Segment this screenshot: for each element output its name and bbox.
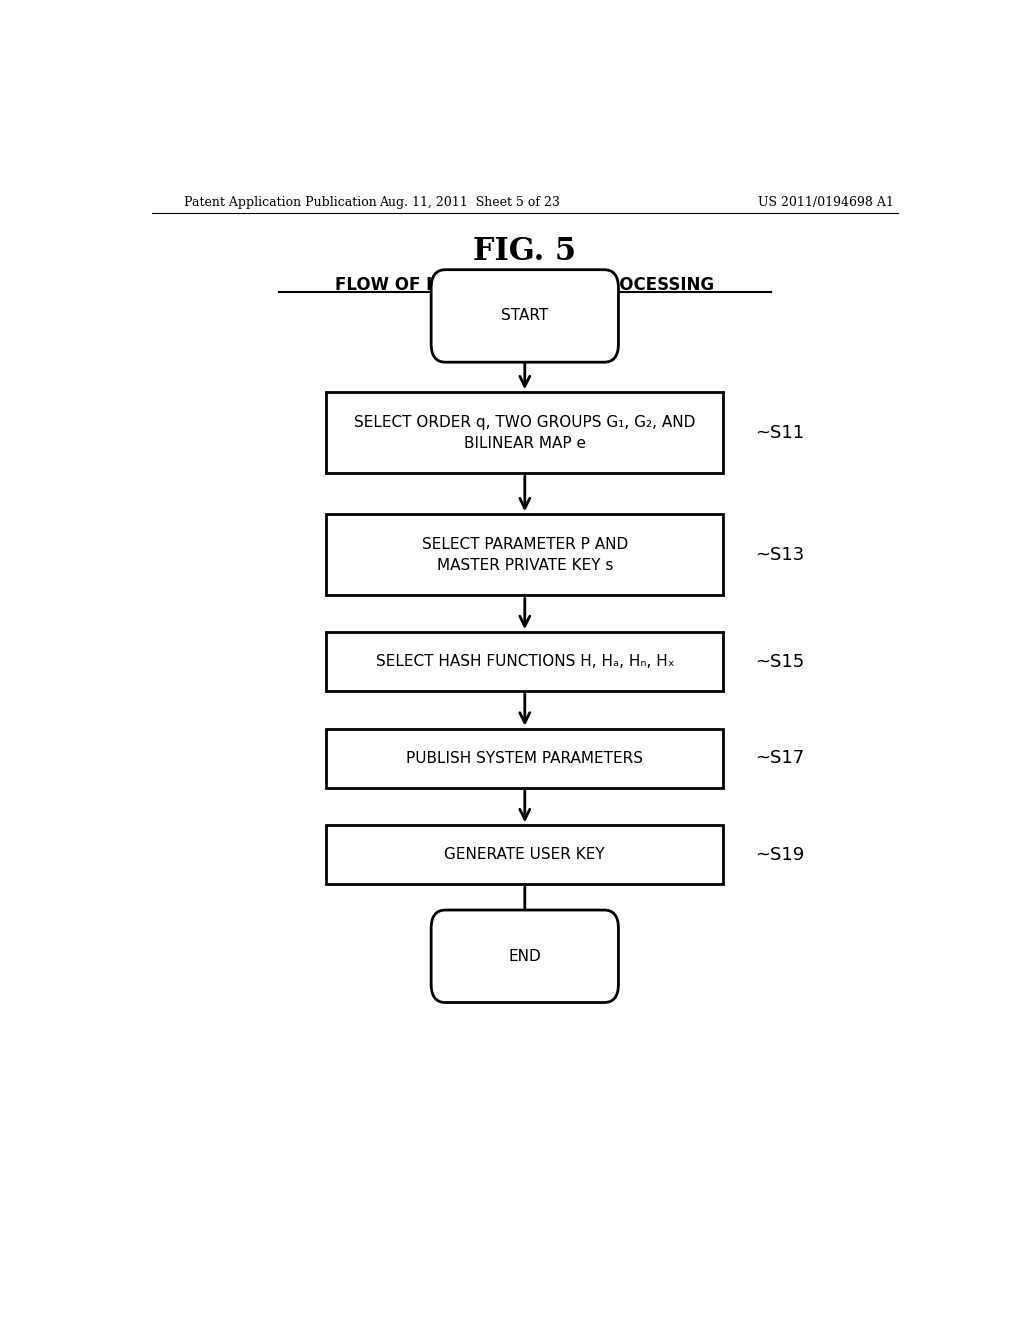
Text: SELECT HASH FUNCTIONS H, Hₐ, Hₙ, Hₓ: SELECT HASH FUNCTIONS H, Hₐ, Hₙ, Hₓ: [376, 653, 674, 669]
FancyBboxPatch shape: [431, 269, 618, 362]
Text: ~S11: ~S11: [755, 424, 804, 442]
FancyBboxPatch shape: [327, 632, 723, 690]
Text: US 2011/0194698 A1: US 2011/0194698 A1: [759, 195, 894, 209]
FancyBboxPatch shape: [431, 909, 618, 1002]
Text: Aug. 11, 2011  Sheet 5 of 23: Aug. 11, 2011 Sheet 5 of 23: [379, 195, 560, 209]
Text: ~S17: ~S17: [755, 748, 804, 767]
Text: Patent Application Publication: Patent Application Publication: [183, 195, 376, 209]
Text: END: END: [509, 949, 541, 964]
Text: ~S15: ~S15: [755, 652, 804, 671]
FancyBboxPatch shape: [327, 515, 723, 595]
Text: ~S19: ~S19: [755, 846, 804, 863]
Text: PUBLISH SYSTEM PARAMETERS: PUBLISH SYSTEM PARAMETERS: [407, 751, 643, 766]
Text: SELECT PARAMETER P AND
MASTER PRIVATE KEY s: SELECT PARAMETER P AND MASTER PRIVATE KE…: [422, 537, 628, 573]
FancyBboxPatch shape: [327, 392, 723, 474]
Text: SELECT ORDER q, TWO GROUPS G₁, G₂, AND
BILINEAR MAP e: SELECT ORDER q, TWO GROUPS G₁, G₂, AND B…: [354, 414, 695, 451]
Text: FIG. 5: FIG. 5: [473, 236, 577, 268]
Text: FLOW OF KEY GENERATION PROCESSING: FLOW OF KEY GENERATION PROCESSING: [335, 276, 715, 294]
Text: START: START: [501, 309, 549, 323]
Text: ~S13: ~S13: [755, 545, 804, 564]
FancyBboxPatch shape: [327, 825, 723, 884]
FancyBboxPatch shape: [327, 729, 723, 788]
Text: GENERATE USER KEY: GENERATE USER KEY: [444, 847, 605, 862]
